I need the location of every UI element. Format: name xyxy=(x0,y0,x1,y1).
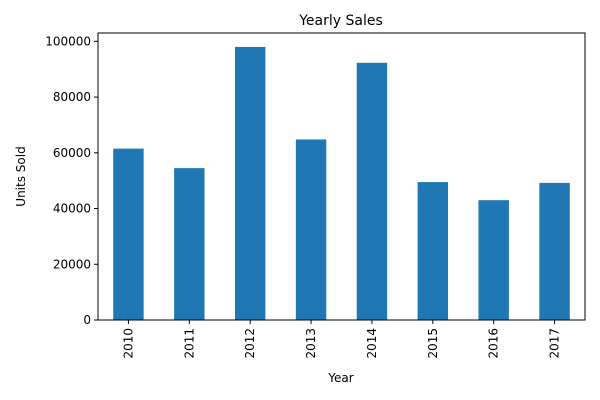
chart-title: Yearly Sales xyxy=(298,13,383,29)
plot-frame xyxy=(97,32,586,321)
x-tick-label-2013: 2013 xyxy=(304,328,318,359)
x-axis: 2010 2011 2012 2013 2014 2015 2016 2017 xyxy=(121,320,562,359)
bar-2015 xyxy=(417,182,449,320)
x-tick-label-2012: 2012 xyxy=(243,328,257,359)
y-axis: 0 20000 40000 60000 80000 100000 xyxy=(45,34,98,327)
x-tick-label-2011: 2011 xyxy=(182,328,196,359)
x-axis-label: Year xyxy=(327,371,353,385)
y-tick-label-80000: 80000 xyxy=(53,90,91,104)
bar-2013 xyxy=(295,139,327,320)
bar-2017 xyxy=(539,182,570,320)
y-tick-label-20000: 20000 xyxy=(53,257,91,271)
x-tick-label-2010: 2010 xyxy=(121,328,135,359)
bar-2012 xyxy=(234,46,266,320)
bar-2010 xyxy=(113,148,144,320)
x-tick-label-2016: 2016 xyxy=(487,328,501,359)
x-tick-label-2015: 2015 xyxy=(426,328,440,359)
y-tick-label-0: 0 xyxy=(83,313,91,327)
bar-2016 xyxy=(478,200,509,320)
y-tick-label-100000: 100000 xyxy=(45,34,91,48)
bar-2011 xyxy=(174,168,205,320)
y-tick-label-40000: 40000 xyxy=(53,202,91,216)
bar-2014 xyxy=(356,62,388,320)
x-tick-label-2017: 2017 xyxy=(548,328,562,359)
bars-group xyxy=(113,46,570,320)
y-axis-label: Units Sold xyxy=(14,146,28,206)
x-tick-label-2014: 2014 xyxy=(365,328,379,359)
y-tick-label-60000: 60000 xyxy=(53,146,91,160)
